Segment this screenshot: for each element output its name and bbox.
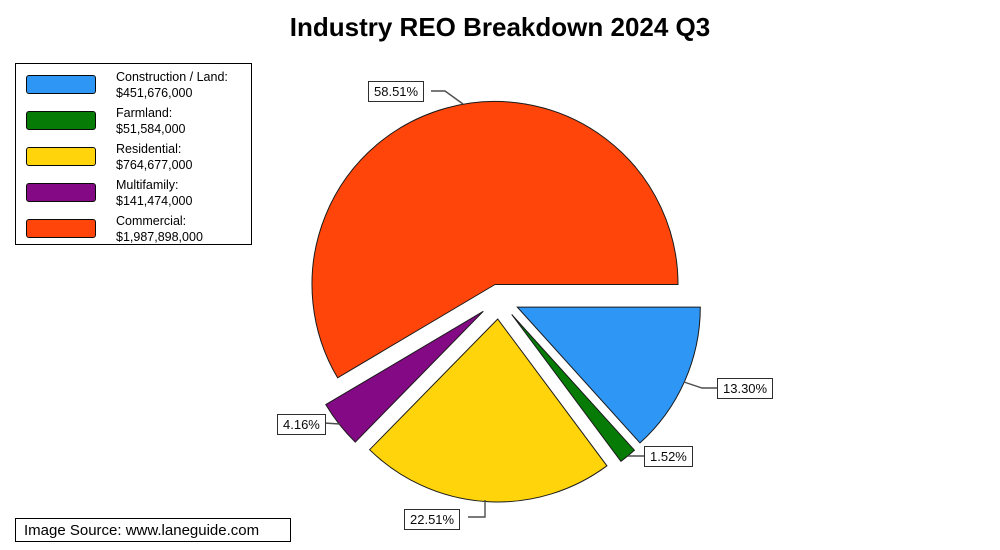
legend-label-construction-land: Construction / Land: $451,676,000 [116, 70, 228, 100]
pie-slice-construction-land [516, 306, 701, 444]
percent-label-commercial: 58.51% [368, 81, 425, 102]
legend-item-construction-land: Construction / Land: $451,676,000 [16, 69, 251, 103]
chart-title: Industry REO Breakdown 2024 Q3 [289, 12, 711, 42]
leader-line-construction-land [683, 381, 718, 389]
pie-slice-farmland [511, 314, 636, 462]
legend-label-multifamily: Multifamily: $141,474,000 [116, 178, 193, 208]
pie-slice-commercial [311, 100, 679, 379]
legend-swatch-construction-land [26, 75, 96, 94]
legend-label-residential: Residential: $764,677,000 [116, 142, 193, 172]
legend-item-commercial: Commercial: $1,987,898,000 [16, 213, 251, 247]
legend-item-farmland: Farmland: $51,584,000 [16, 105, 251, 139]
percent-label-residential: 22.51% [404, 509, 461, 530]
legend-swatch-farmland [26, 111, 96, 130]
legend-box: Construction / Land: $451,676,000 Farmland… [15, 63, 252, 245]
legend-item-multifamily: Multifamily: $141,474,000 [16, 177, 251, 211]
image-source-box: Image Source: www.laneguide.com [15, 518, 291, 542]
leader-line-multifamily [323, 422, 341, 425]
legend-swatch-multifamily [26, 183, 96, 202]
legend-item-residential: Residential: $764,677,000 [16, 141, 251, 175]
percent-label-farmland: 1.52% [644, 446, 693, 467]
leader-line-residential [468, 500, 486, 518]
leader-line-commercial [431, 90, 464, 105]
percent-label-construction-land: 13.30% [717, 378, 774, 399]
legend-label-commercial: Commercial: $1,987,898,000 [116, 214, 203, 244]
image-source-text: Image Source: www.laneguide.com [24, 521, 260, 539]
legend-swatch-residential [26, 147, 96, 166]
legend-label-farmland: Farmland: $51,584,000 [116, 106, 186, 136]
percent-label-multifamily: 4.16% [277, 414, 326, 435]
legend-swatch-commercial [26, 219, 96, 238]
